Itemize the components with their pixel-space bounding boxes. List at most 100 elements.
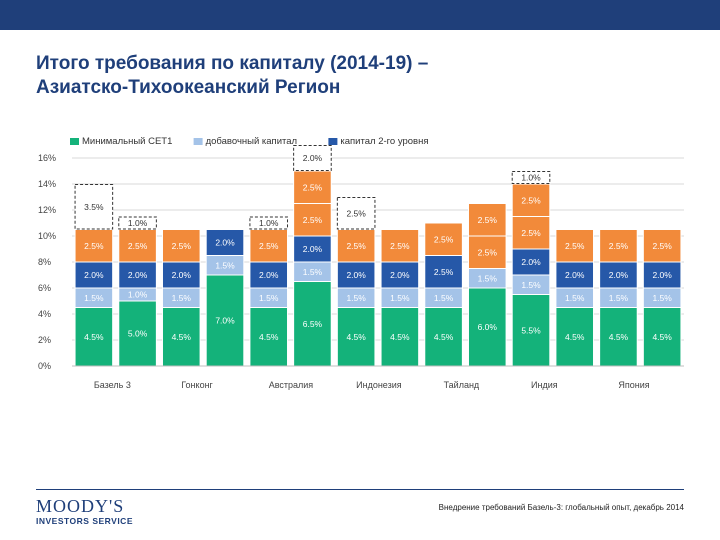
moodys-logo: MOODY'S INVESTORS SERVICE bbox=[36, 496, 133, 526]
bar-segment-extra bbox=[511, 171, 551, 184]
bar-segment bbox=[599, 229, 638, 263]
bar-segment bbox=[467, 203, 507, 237]
page-title: Итого требования по капиталу (2014-19) –… bbox=[36, 52, 676, 100]
logo-subtitle: INVESTORS SERVICE bbox=[36, 516, 133, 526]
x-tick-label: Гонконг bbox=[181, 380, 213, 390]
bar-segment bbox=[642, 261, 682, 289]
data-label: 2.5% bbox=[434, 267, 454, 277]
bar-segment bbox=[118, 261, 157, 289]
bar-segment bbox=[599, 307, 638, 367]
y-tick-label: 14% bbox=[38, 179, 56, 189]
legend-swatch bbox=[70, 138, 79, 145]
bar-segment bbox=[205, 229, 245, 256]
data-label: 1.5% bbox=[565, 293, 585, 303]
y-tick-label: 16% bbox=[38, 153, 56, 163]
bar-segment bbox=[293, 235, 332, 263]
data-label: 2.5% bbox=[609, 241, 629, 251]
data-label: 4.5% bbox=[259, 332, 279, 342]
data-label: 2.0% bbox=[303, 153, 323, 163]
bar-segment bbox=[161, 261, 201, 289]
title-line-2: Азиатско-Тихоокеанский Регион bbox=[36, 77, 341, 98]
bar-segment-extra bbox=[249, 216, 289, 230]
bar-segment bbox=[161, 307, 201, 367]
y-tick-label: 6% bbox=[38, 283, 51, 293]
legend-label: Минимальный CET1 bbox=[82, 136, 172, 147]
bar-segment bbox=[249, 229, 289, 263]
data-label: 4.5% bbox=[434, 332, 454, 342]
footer-divider bbox=[36, 489, 684, 490]
data-label: 1.5% bbox=[390, 293, 410, 303]
data-label: 2.0% bbox=[521, 257, 541, 267]
data-label: 4.5% bbox=[84, 332, 104, 342]
bar-segment bbox=[74, 229, 114, 263]
x-tick-label: Базель 3 bbox=[94, 380, 131, 390]
x-tick-label: Тайланд bbox=[444, 380, 480, 390]
data-label: 2.5% bbox=[128, 241, 148, 251]
logo-name: MOODY'S bbox=[36, 496, 125, 516]
data-label: 2.5% bbox=[346, 208, 366, 218]
bar-segment bbox=[161, 229, 201, 263]
data-label: 2.5% bbox=[303, 182, 323, 192]
bar-segment bbox=[511, 248, 551, 276]
bar-segment bbox=[380, 229, 420, 263]
y-tick-label: 12% bbox=[38, 205, 56, 215]
data-label: 2.5% bbox=[521, 228, 541, 238]
data-label: 1.5% bbox=[521, 280, 541, 290]
bar-segment bbox=[74, 261, 114, 289]
data-label: 1.0% bbox=[521, 173, 541, 183]
data-label: 7.0% bbox=[215, 316, 235, 326]
x-tick-label: Индонезия bbox=[356, 380, 402, 390]
y-tick-label: 4% bbox=[38, 309, 51, 319]
bar-segment bbox=[249, 261, 289, 289]
bar-segment bbox=[555, 307, 595, 367]
data-label: 1.5% bbox=[303, 267, 323, 277]
data-label: 2.5% bbox=[303, 215, 323, 225]
data-label: 2.0% bbox=[609, 270, 629, 280]
x-tick-label: Индия bbox=[531, 380, 558, 390]
y-tick-label: 0% bbox=[38, 361, 51, 371]
data-label: 1.5% bbox=[215, 260, 235, 270]
bar-segment bbox=[118, 229, 157, 263]
data-label: 1.5% bbox=[434, 293, 454, 303]
footer-note: Внедрение требований Базель-3: глобальны… bbox=[438, 503, 684, 512]
data-label: 2.5% bbox=[390, 241, 410, 251]
data-label: 1.5% bbox=[346, 293, 366, 303]
data-label: 2.5% bbox=[434, 234, 454, 244]
bar-segment bbox=[511, 183, 551, 217]
top-bar bbox=[0, 0, 720, 30]
data-label: 2.5% bbox=[652, 241, 672, 251]
data-label: 2.5% bbox=[565, 241, 585, 251]
bar-segment bbox=[336, 307, 376, 367]
bar-segment-extra bbox=[336, 197, 376, 230]
data-label: 2.0% bbox=[652, 270, 672, 280]
data-label: 1.5% bbox=[652, 293, 672, 303]
data-label: 2.0% bbox=[303, 244, 323, 254]
data-label: 3.5% bbox=[84, 202, 104, 212]
data-label: 2.0% bbox=[390, 270, 410, 280]
data-label: 2.0% bbox=[346, 270, 366, 280]
data-label: 2.0% bbox=[84, 270, 104, 280]
bar-segment-extra bbox=[74, 184, 114, 230]
legend-swatch bbox=[328, 138, 338, 145]
bar-segment-extra bbox=[293, 145, 332, 171]
data-label: 2.5% bbox=[346, 241, 366, 251]
bar-segment bbox=[424, 222, 463, 256]
data-label: 6.0% bbox=[478, 322, 498, 332]
data-label: 4.5% bbox=[172, 332, 192, 342]
data-label: 1.5% bbox=[259, 293, 279, 303]
data-label: 4.5% bbox=[346, 332, 366, 342]
data-label: 2.5% bbox=[478, 247, 498, 257]
bar-segment bbox=[336, 261, 376, 289]
bar-segment bbox=[467, 235, 507, 269]
data-label: 2.5% bbox=[478, 215, 498, 225]
data-label: 2.0% bbox=[172, 270, 192, 280]
data-label: 2.5% bbox=[521, 195, 541, 205]
x-tick-label: Австралия bbox=[269, 380, 314, 390]
bar-segment bbox=[424, 307, 463, 367]
data-label: 6.5% bbox=[303, 319, 323, 329]
legend-label: капитал 2-го уровня bbox=[340, 136, 428, 147]
data-label: 4.5% bbox=[652, 332, 672, 342]
data-label: 4.5% bbox=[565, 332, 585, 342]
data-label: 2.5% bbox=[84, 241, 104, 251]
